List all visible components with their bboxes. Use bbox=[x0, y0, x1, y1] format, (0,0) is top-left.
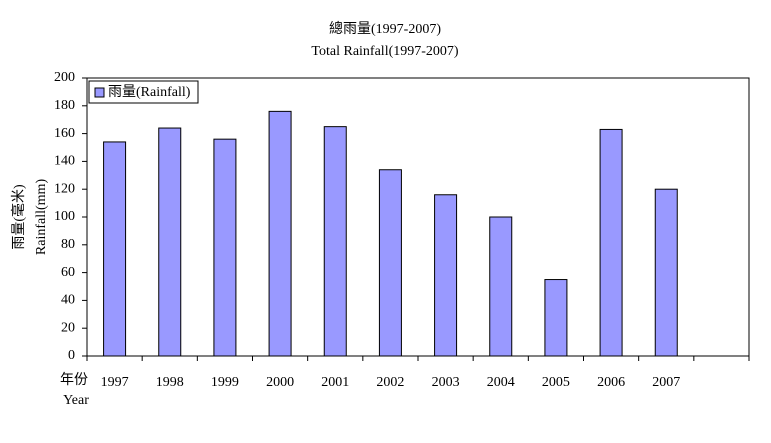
legend bbox=[88, 80, 199, 104]
bar bbox=[489, 216, 513, 357]
y-axis-label: 雨量(毫米) bbox=[10, 184, 27, 250]
bar bbox=[654, 188, 678, 357]
y-tick-label: 120 bbox=[54, 181, 75, 196]
x-tick-label: 2005 bbox=[542, 375, 570, 390]
y-tick-label: 0 bbox=[68, 348, 75, 363]
y-tick-label: 80 bbox=[61, 237, 75, 252]
bar bbox=[378, 169, 402, 357]
y-tick-label: 180 bbox=[54, 98, 75, 113]
bar bbox=[213, 138, 237, 357]
x-tick-label: 1998 bbox=[156, 375, 184, 390]
plot-area bbox=[86, 77, 750, 357]
y-axis-label-en: Rainfall(mm) bbox=[34, 179, 49, 256]
legend-label: 雨量(Rainfall) bbox=[108, 84, 191, 100]
x-tick-label: 2007 bbox=[652, 375, 680, 390]
bar bbox=[434, 194, 458, 357]
y-tick-label: 20 bbox=[61, 320, 75, 335]
legend-swatch bbox=[94, 87, 105, 98]
y-tick-label: 100 bbox=[54, 209, 75, 224]
chart-subtitle: Total Rainfall(1997-2007) bbox=[311, 44, 458, 59]
bar bbox=[103, 141, 127, 357]
chart-title: 總雨量(1997-2007) bbox=[329, 20, 441, 37]
x-tick-label: 2006 bbox=[597, 375, 625, 390]
bar bbox=[544, 279, 568, 357]
y-tick-label: 160 bbox=[54, 126, 75, 141]
x-axis-label: 年份 bbox=[60, 372, 88, 388]
y-tick-label: 60 bbox=[61, 265, 75, 280]
x-tick-label: 2001 bbox=[321, 375, 349, 390]
bar bbox=[158, 127, 182, 357]
bar bbox=[323, 126, 347, 357]
x-tick-label: 2002 bbox=[376, 375, 404, 390]
y-tick-label: 200 bbox=[54, 70, 75, 85]
bar bbox=[599, 128, 623, 357]
y-tick-label: 40 bbox=[61, 293, 75, 308]
x-tick-label: 2003 bbox=[432, 375, 460, 390]
x-tick-label: 1999 bbox=[211, 375, 239, 390]
x-tick-label: 2000 bbox=[266, 375, 294, 390]
x-axis-label-en: Year bbox=[63, 393, 89, 408]
x-tick-label: 1997 bbox=[101, 375, 129, 390]
y-tick-label: 140 bbox=[54, 154, 75, 169]
x-tick-label: 2004 bbox=[487, 375, 515, 390]
bar bbox=[268, 110, 292, 357]
